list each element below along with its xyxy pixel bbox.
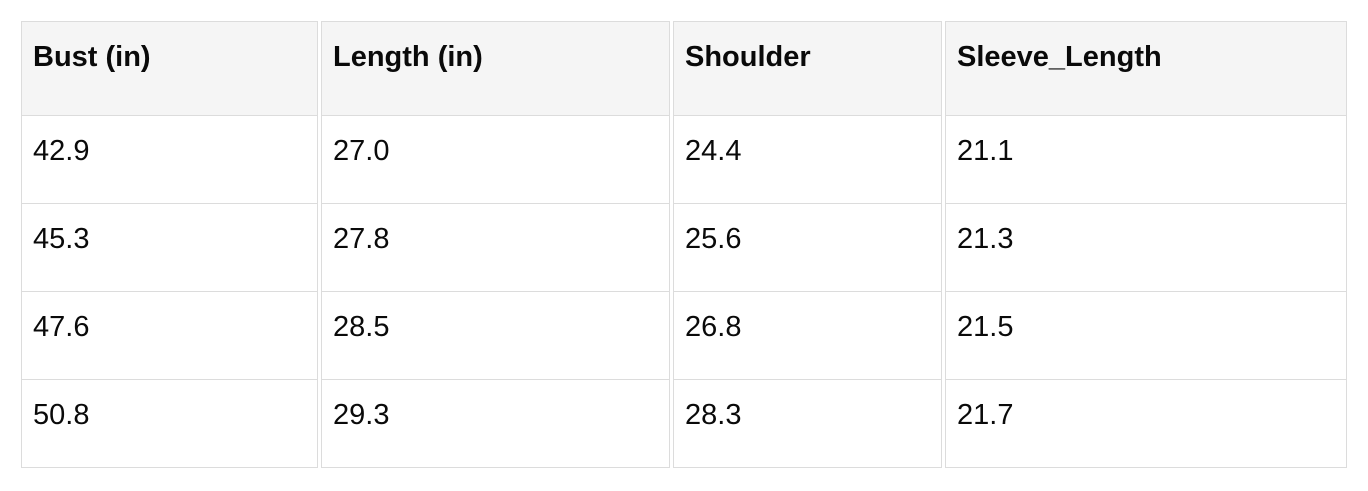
table-cell: 26.8	[673, 292, 942, 380]
table-cell: 42.9	[21, 116, 318, 204]
table-body: 42.9 27.0 24.4 21.1 45.3 27.8 25.6 21.3 47.6 28.5…	[21, 116, 1347, 468]
table-cell: 25.6	[673, 204, 942, 292]
table-cell: 28.5	[321, 292, 670, 380]
table-cell: 21.5	[945, 292, 1347, 380]
header-row: Bust (in) Length (in) Shoulder Sleeve_Le…	[21, 21, 1347, 116]
table-row: 47.6 28.5 26.8 21.5	[21, 292, 1347, 380]
table-cell: 27.0	[321, 116, 670, 204]
table-cell: 21.7	[945, 380, 1347, 468]
table-cell: 24.4	[673, 116, 942, 204]
column-header-sleeve-length: Sleeve_Length	[945, 21, 1347, 116]
column-header-shoulder: Shoulder	[673, 21, 942, 116]
column-header-bust: Bust (in)	[21, 21, 318, 116]
size-chart-table: Bust (in) Length (in) Shoulder Sleeve_Le…	[18, 21, 1350, 468]
table-cell: 50.8	[21, 380, 318, 468]
table-cell: 47.6	[21, 292, 318, 380]
table-row: 45.3 27.8 25.6 21.3	[21, 204, 1347, 292]
table-row: 50.8 29.3 28.3 21.7	[21, 380, 1347, 468]
table-cell: 28.3	[673, 380, 942, 468]
table-cell: 21.1	[945, 116, 1347, 204]
table-cell: 27.8	[321, 204, 670, 292]
table-cell: 21.3	[945, 204, 1347, 292]
table-cell: 29.3	[321, 380, 670, 468]
table-row: 42.9 27.0 24.4 21.1	[21, 116, 1347, 204]
table-cell: 45.3	[21, 204, 318, 292]
column-header-length: Length (in)	[321, 21, 670, 116]
